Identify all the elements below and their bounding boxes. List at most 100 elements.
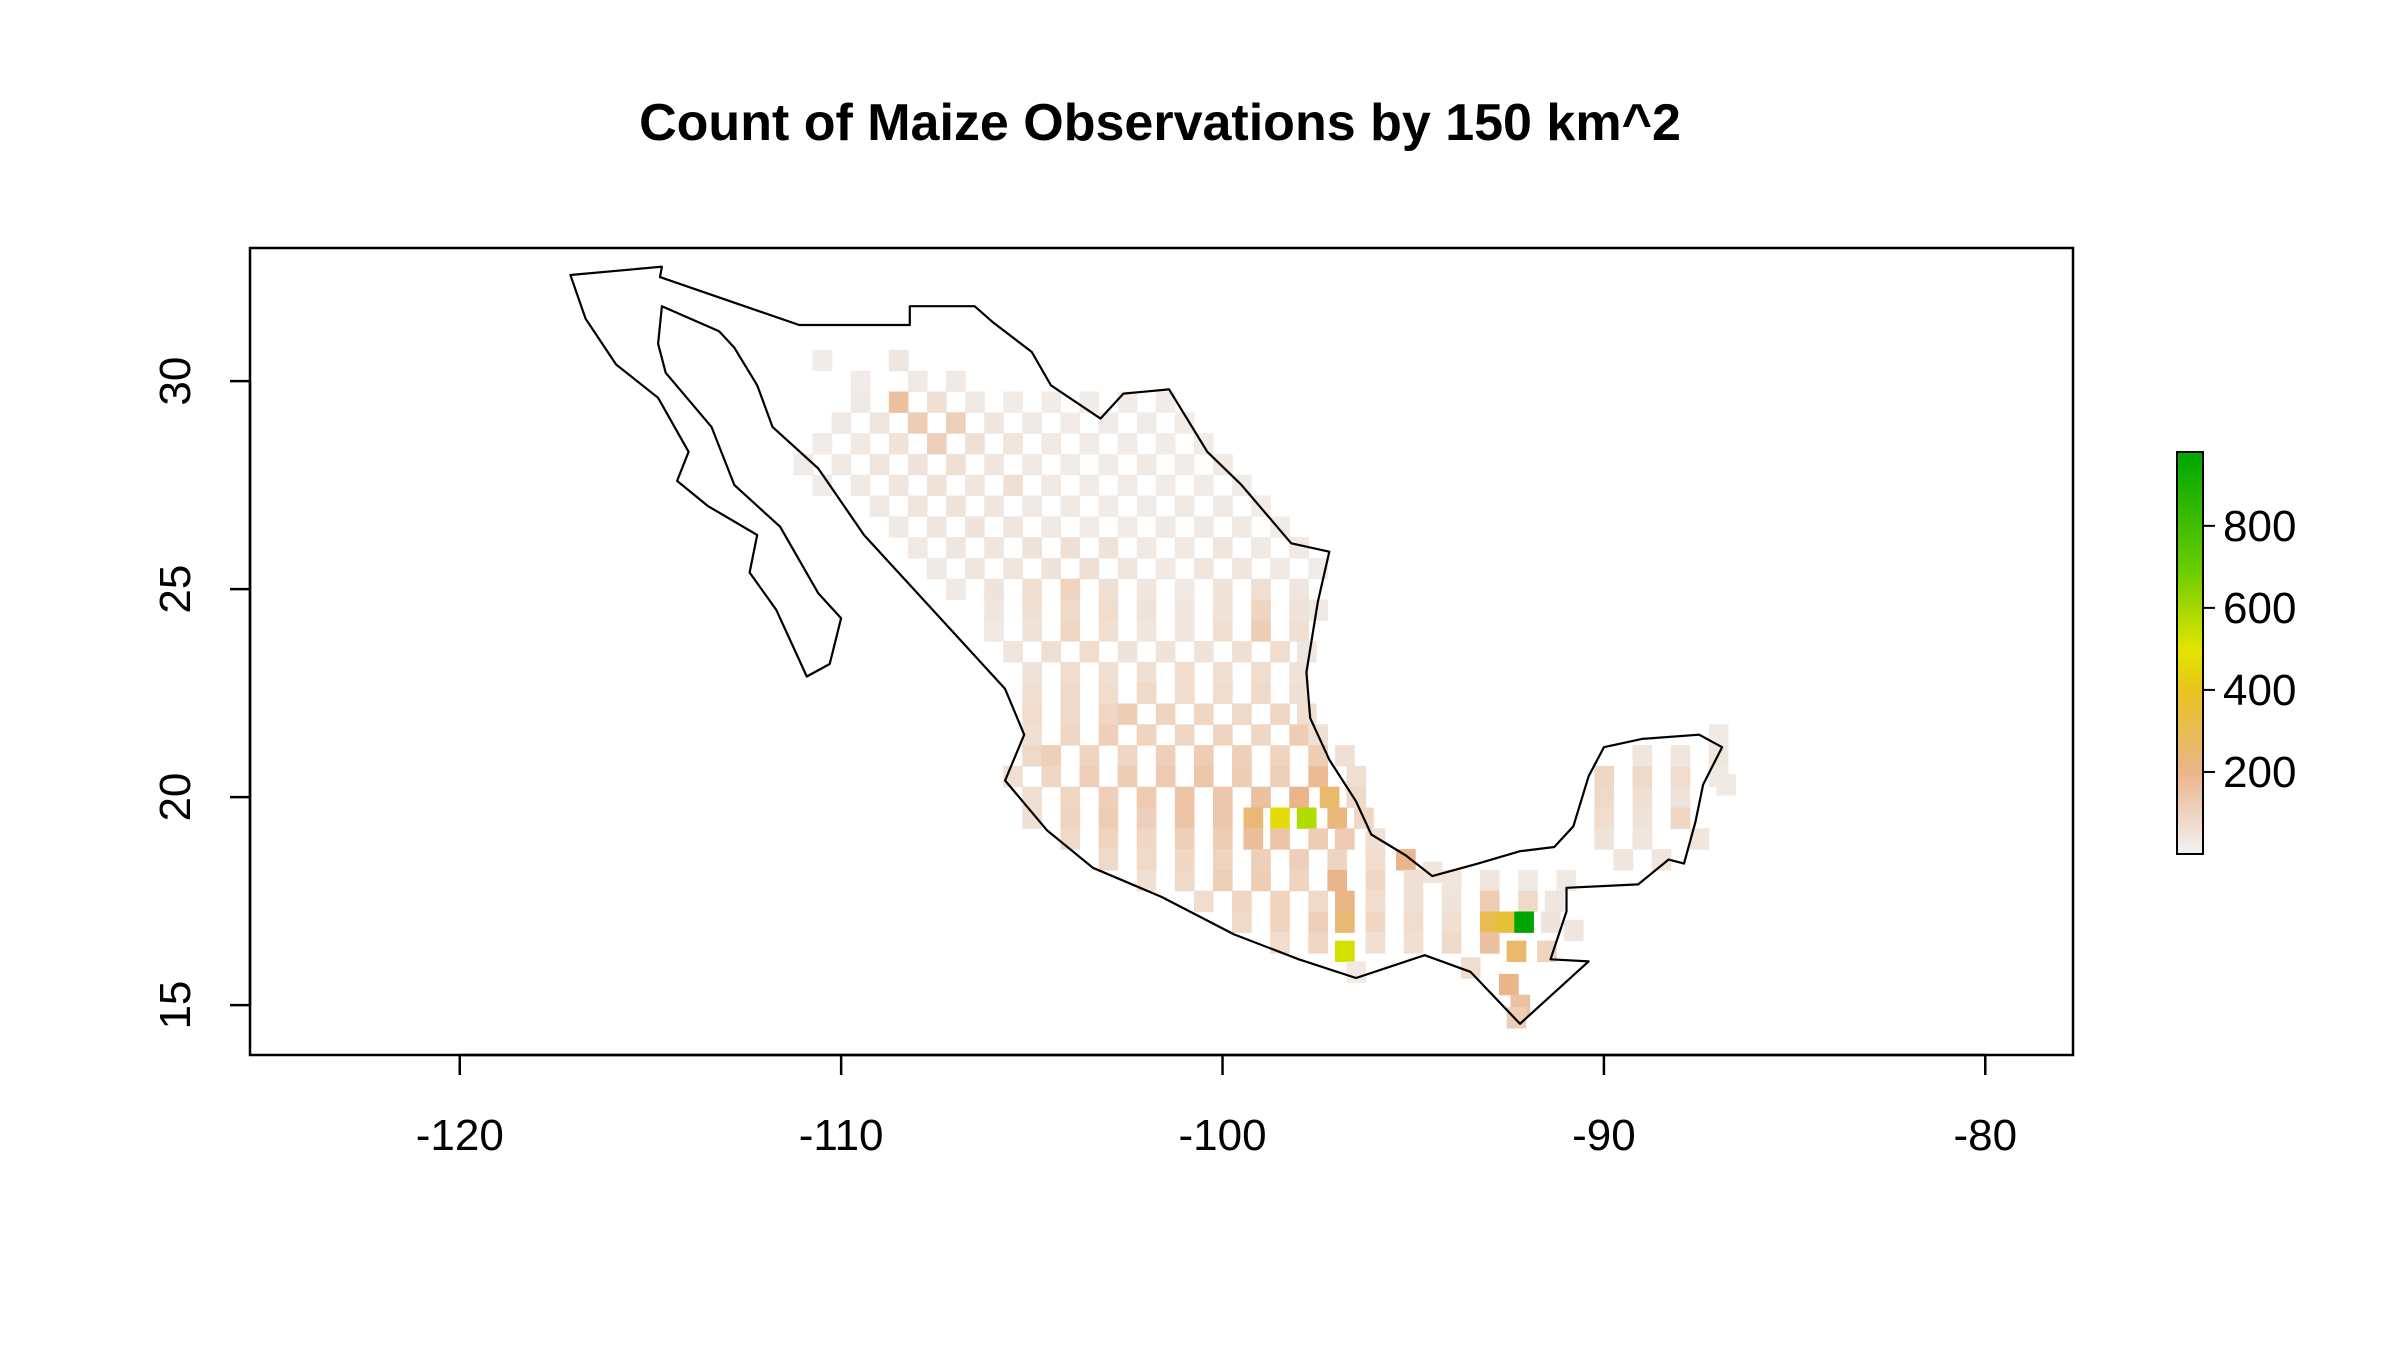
legend-swatch [2177, 528, 2203, 534]
raster-cell [1441, 932, 1462, 954]
raster-cell [1212, 453, 1233, 476]
legend-swatch [2177, 464, 2203, 469]
raster-cell [1346, 786, 1367, 809]
legend-swatch [2177, 797, 2203, 803]
raster-cell [1243, 807, 1264, 829]
raster-cell [1003, 641, 1023, 663]
legend-swatch [2177, 697, 2203, 703]
raster-cell [1098, 578, 1119, 601]
raster-cell [1632, 786, 1653, 809]
raster-cell [1365, 828, 1386, 850]
raster-cell [1193, 474, 1214, 497]
raster-cells [793, 349, 1737, 1029]
raster-cell [1060, 682, 1081, 705]
raster-cell [850, 370, 871, 393]
legend-swatch [2177, 460, 2203, 465]
raster-cell [1460, 957, 1481, 979]
raster-cell [1594, 807, 1615, 829]
legend-swatch [2177, 600, 2203, 606]
raster-cell [1022, 724, 1042, 746]
raster-cell [1098, 620, 1119, 642]
raster-cell [1212, 537, 1233, 559]
raster-cell [1060, 578, 1081, 601]
raster-cell [1193, 745, 1214, 767]
x-tick-label: -90 [1572, 1111, 1636, 1160]
legend-swatch [2177, 452, 2203, 457]
legend-swatch [2177, 632, 2203, 638]
raster-cell [1289, 599, 1309, 621]
raster-cell [1193, 890, 1214, 913]
raster-cell [1136, 807, 1157, 829]
legend-swatch [2177, 773, 2203, 779]
raster-cell [1079, 433, 1100, 455]
raster-cell [1022, 807, 1042, 829]
legend-swatch [2177, 456, 2203, 461]
raster-cell [1022, 495, 1042, 517]
raster-cell [1117, 765, 1138, 788]
raster-cell [1319, 786, 1340, 809]
raster-cell [1308, 745, 1329, 767]
legend-swatch [2177, 532, 2203, 538]
legend-swatch [2177, 496, 2203, 502]
raster-cell [1251, 537, 1271, 559]
raster-cell [1098, 495, 1119, 517]
raster-cell [1422, 861, 1443, 883]
raster-cell [1060, 724, 1081, 746]
raster-cell [1174, 786, 1195, 809]
raster-cell [1632, 828, 1653, 850]
raster-cell [926, 516, 947, 538]
raster-cell [1670, 765, 1691, 788]
raster-cell [1155, 433, 1176, 455]
legend-swatch [2177, 753, 2203, 759]
raster-cell [1079, 391, 1100, 413]
legend-swatch [2177, 480, 2203, 485]
legend-swatch [2177, 825, 2203, 831]
raster-cell [1289, 537, 1309, 559]
raster-cell [1022, 682, 1042, 705]
raster-cell [1060, 661, 1081, 684]
legend-swatch [2177, 685, 2203, 690]
raster-cell [1155, 557, 1176, 580]
raster-cell [1003, 474, 1023, 497]
color-legend: 200 400 600 800 [2176, 451, 2296, 855]
raster-cell [869, 495, 890, 517]
raster-cell [1296, 703, 1317, 725]
raster-cell [1670, 786, 1691, 809]
legend-swatch [2177, 729, 2203, 735]
raster-cell [1270, 890, 1290, 913]
legend-swatch [2177, 556, 2203, 562]
raster-cell [1396, 849, 1416, 871]
raster-cell [946, 578, 966, 601]
raster-cell [1098, 849, 1119, 871]
legend-swatch [2177, 580, 2203, 586]
raster-cell [1716, 774, 1737, 796]
raster-cell [1060, 703, 1081, 725]
legend-swatch [2177, 653, 2203, 658]
raster-cell [1212, 724, 1233, 746]
raster-cell [869, 412, 890, 434]
raster-cell [1136, 495, 1157, 517]
legend-swatch [2177, 616, 2203, 622]
raster-cell [888, 433, 909, 455]
legend-swatch [2177, 757, 2203, 763]
raster-cell [1041, 474, 1062, 497]
raster-cell [1060, 495, 1081, 517]
legend-swatch [2177, 588, 2203, 594]
raster-cell [1403, 869, 1424, 892]
raster-cell [1232, 516, 1252, 538]
raster-cell [1041, 557, 1062, 580]
raster-cell [1117, 433, 1138, 455]
raster-cell [869, 453, 890, 476]
legend-swatch [2177, 592, 2203, 598]
raster-cell [1212, 578, 1233, 601]
legend-swatch [2177, 536, 2203, 542]
raster-cell [1136, 537, 1157, 559]
raster-cell [1365, 932, 1386, 954]
legend-swatch [2177, 693, 2203, 699]
raster-cell [1270, 641, 1290, 663]
raster-cell [1022, 453, 1042, 476]
legend-swatch [2177, 845, 2203, 851]
raster-cell [1155, 474, 1176, 497]
raster-cell [1327, 869, 1348, 892]
raster-cell [1117, 391, 1138, 413]
